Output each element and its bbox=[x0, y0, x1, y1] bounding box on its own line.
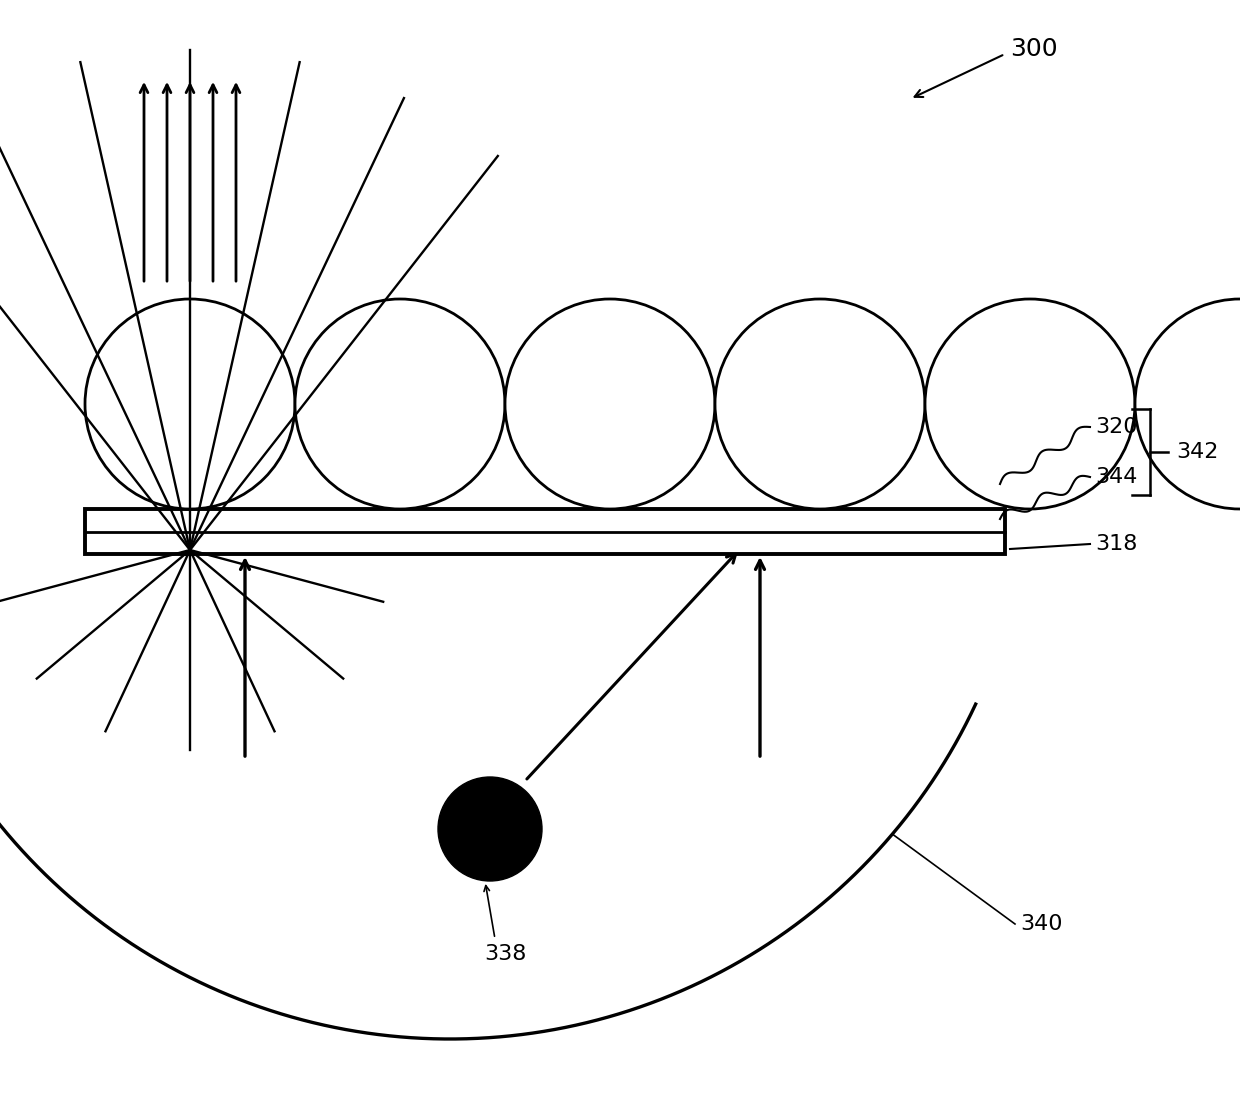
Text: 342: 342 bbox=[1176, 442, 1219, 462]
Text: 344: 344 bbox=[1095, 467, 1137, 487]
Circle shape bbox=[505, 299, 715, 509]
Text: 320: 320 bbox=[1095, 417, 1137, 437]
Circle shape bbox=[715, 299, 925, 509]
Text: 340: 340 bbox=[1021, 914, 1063, 934]
Circle shape bbox=[86, 299, 295, 509]
Bar bbox=[86, 509, 1004, 541]
Text: 300: 300 bbox=[1011, 37, 1058, 61]
Text: 318: 318 bbox=[1095, 535, 1137, 554]
Text: 338: 338 bbox=[484, 944, 526, 964]
Bar bbox=[86, 509, 1004, 554]
Circle shape bbox=[295, 299, 505, 509]
Circle shape bbox=[1135, 299, 1240, 509]
Circle shape bbox=[925, 299, 1135, 509]
Circle shape bbox=[438, 777, 542, 881]
